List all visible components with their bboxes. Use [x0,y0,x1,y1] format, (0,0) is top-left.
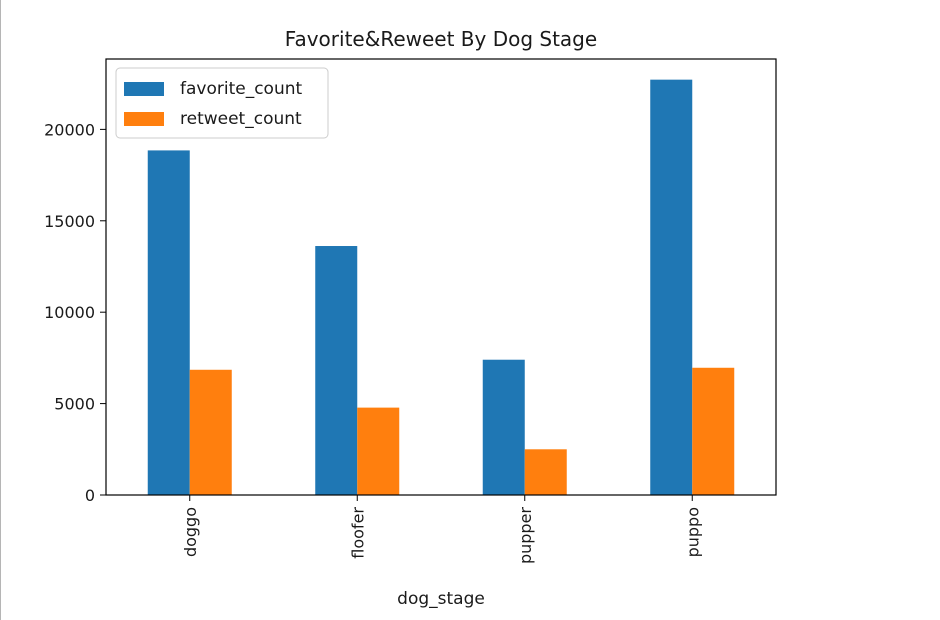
y-tick-label: 0 [85,486,95,505]
chart-title: Favorite&Reweet By Dog Stage [285,27,597,51]
legend-label-retweet-count: retweet_count [180,109,302,129]
legend-box [115,67,329,139]
bar-retweet-count-doggo [189,369,232,495]
y-tick-label: 5000 [54,395,95,414]
ticks-layer: 0 5000 10000 15000 20000 doggo floofer pupper pu… [44,120,702,564]
y-tick-label: 10000 [44,303,95,322]
x-axis-label: dog_stage [397,589,485,609]
bar-favorite-count-pupper [482,359,525,495]
x-tick-label-pupper: pupper [516,507,535,564]
bar-retweet-count-pupper [524,449,567,495]
legend: favorite_count retweet_count [115,67,329,139]
x-tick-label-puppo: puppo [683,507,702,557]
x-tick-label-doggo: doggo [181,507,200,557]
bars-layer [147,79,735,496]
bar-favorite-count-doggo [147,150,190,496]
y-tick-label: 15000 [44,212,95,231]
axes-layer [105,58,777,496]
bar-favorite-count-floofer [315,246,358,495]
bar-retweet-count-puppo [692,367,735,495]
bar-retweet-count-floofer [357,407,400,495]
legend-label-favorite-count: favorite_count [180,79,302,99]
bar-favorite-count-puppo [650,79,693,495]
y-tick-label: 20000 [44,120,95,139]
legend-swatch-retweet-count [124,112,164,126]
page-frame-edge [0,0,1,620]
plot-frame [105,58,777,496]
legend-swatch-favorite-count [124,82,164,96]
x-tick-label-floofer: floofer [348,507,367,559]
